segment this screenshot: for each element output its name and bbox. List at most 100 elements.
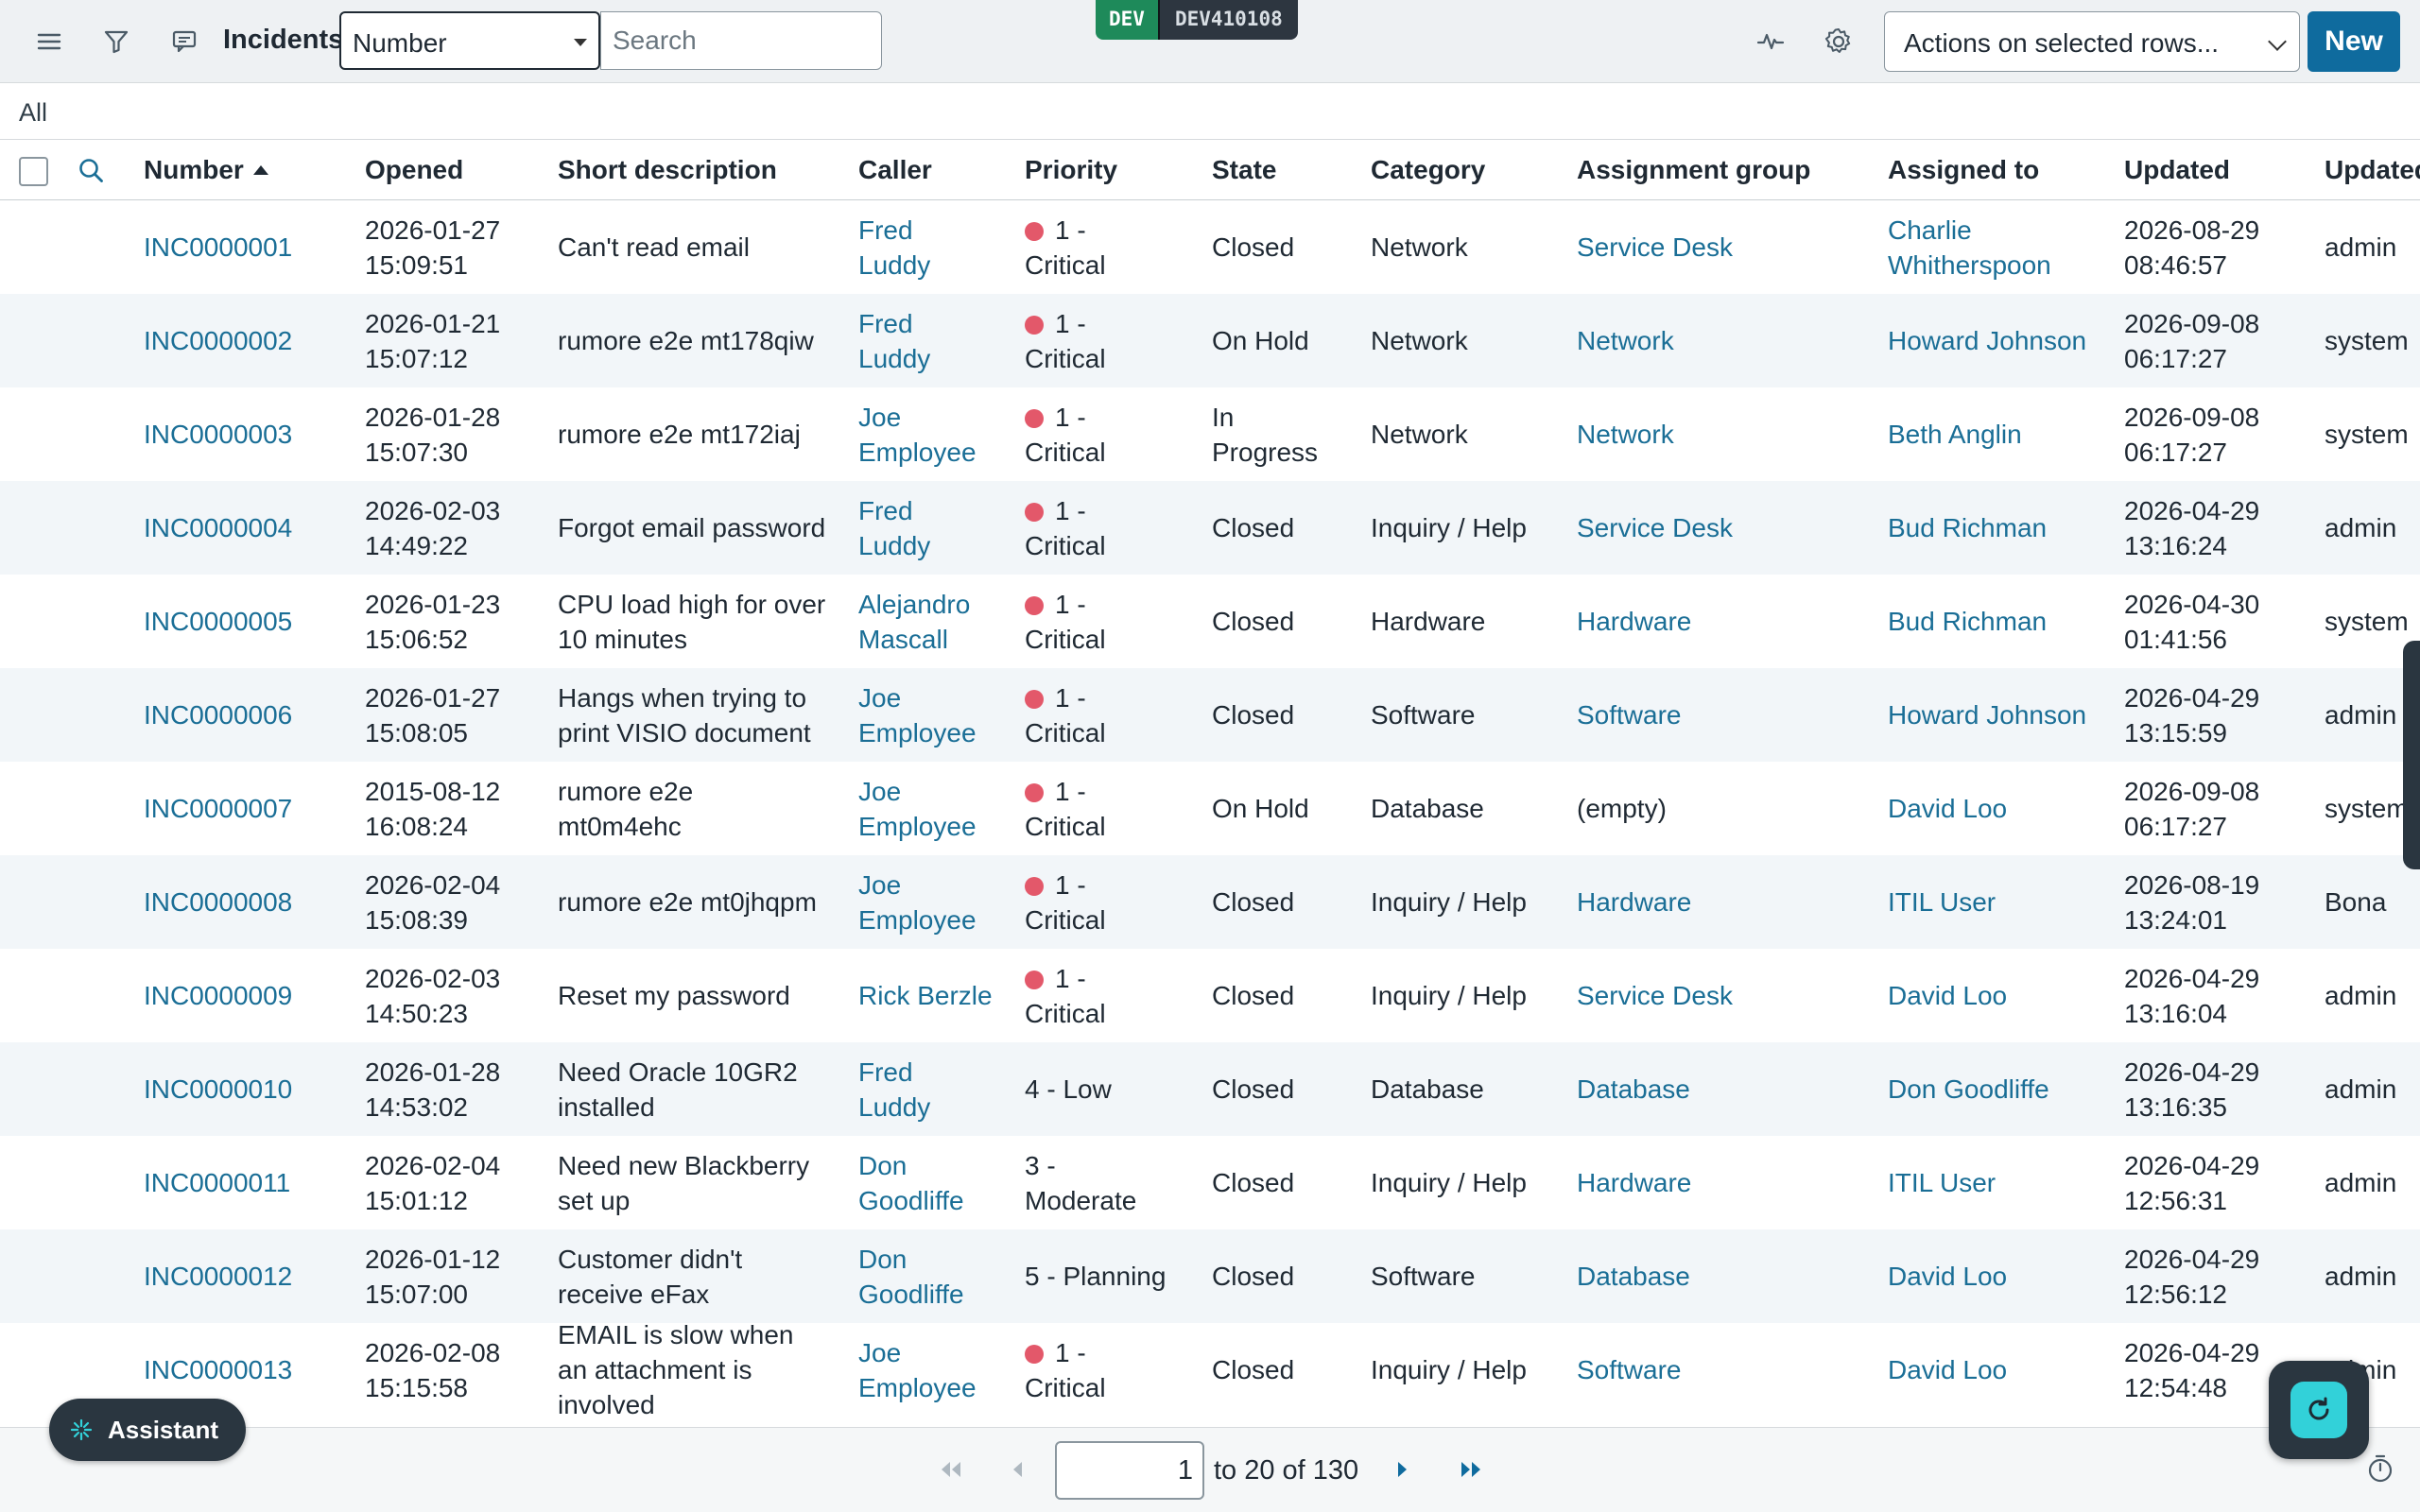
menu-icon[interactable] [30,23,68,60]
column-header-caller[interactable]: Caller [858,155,932,184]
cell-assigned-to[interactable]: David Loo [1888,1229,2007,1323]
cell-assigned-to[interactable]: ITIL User [1888,1136,1996,1229]
column-header-priority[interactable]: Priority [1025,155,1118,184]
cell-assigned-to[interactable]: Bud Richman [1888,481,2047,575]
select-all-checkbox[interactable] [19,157,48,186]
table-row[interactable]: INC0000002 2026-01-21 15:07:12 rumore e2e m… [0,294,2420,387]
cell-assignment-group[interactable]: Service Desk [1577,200,1733,294]
cell-number[interactable]: INC0000001 [144,200,292,294]
cell-assigned-to[interactable]: Howard Johnson [1888,668,2086,762]
cell-number[interactable]: INC0000003 [144,387,292,481]
table-row[interactable]: INC0000003 2026-01-28 15:07:30 rumore e2e m… [0,387,2420,481]
cell-assigned-to[interactable]: ITIL User [1888,855,1996,949]
cell-assigned-to[interactable]: David Loo [1888,1323,2007,1417]
cell-assignment-group[interactable]: Service Desk [1577,949,1733,1042]
assistant-button[interactable]: Assistant [49,1399,246,1461]
cell-assigned-to[interactable]: David Loo [1888,949,2007,1042]
cell-caller[interactable]: Joe Employee [858,855,977,949]
cell-number[interactable]: INC0000004 [144,481,292,575]
actions-on-selected-select[interactable]: Actions on selected rows... [1884,11,2300,72]
column-header-opened[interactable]: Opened [365,155,464,184]
cell-assignment-group[interactable]: Service Desk [1577,481,1733,575]
cell-number[interactable]: INC0000010 [144,1042,292,1136]
cell-caller[interactable]: Fred Luddy [858,294,930,387]
cell-assignment-group[interactable]: Hardware [1577,575,1691,668]
filter-icon[interactable] [97,23,135,60]
search-input[interactable] [600,11,882,70]
cell-assignment-group[interactable]: Software [1577,1323,1682,1417]
cell-priority-text: Moderate [1025,1185,1137,1215]
cell-caller[interactable]: Don Goodliffe [858,1136,964,1229]
table-row[interactable]: INC0000008 2026-02-04 15:08:39 rumore e2e m… [0,855,2420,949]
cell-caller[interactable]: Joe Employee [858,762,977,855]
cell-caller[interactable]: Fred Luddy [858,481,930,575]
comment-icon[interactable] [165,23,203,60]
cell-assignment-group[interactable]: Hardware [1577,855,1691,949]
cell-number[interactable]: INC0000006 [144,668,292,762]
cell-assigned-to[interactable]: Howard Johnson [1888,294,2086,387]
table-row[interactable]: INC0000010 2026-01-28 14:53:02 Need Oracle … [0,1042,2420,1136]
table-row[interactable]: INC0000005 2026-01-23 15:06:52 CPU load hig… [0,575,2420,668]
cell-assignment-group[interactable]: Network [1577,294,1674,387]
cell-caller[interactable]: Don Goodliffe [858,1229,964,1323]
cell-assigned-to[interactable]: David Loo [1888,762,2007,855]
first-page-icon[interactable] [936,1452,966,1486]
column-header-updated[interactable]: Updated [2124,155,2230,184]
gear-icon[interactable] [1820,23,1858,60]
cell-category: Inquiry / Help [1371,1323,1527,1417]
table-row[interactable]: INC0000004 2026-02-03 14:49:22 Forgot email… [0,481,2420,575]
table-row[interactable]: INC0000001 2026-01-27 15:09:51 Can't read e… [0,200,2420,294]
cell-number[interactable]: INC0000005 [144,575,292,668]
table-row[interactable]: INC0000013 2026-02-08 15:15:58 EMAIL is slo… [0,1320,2420,1419]
cell-number[interactable]: INC0000012 [144,1229,292,1323]
cell-number-text: INC0000009 [144,981,293,1010]
cell-number[interactable]: INC0000008 [144,855,292,949]
column-header-short-description[interactable]: Short description [558,155,777,184]
search-field-select[interactable]: Number [339,11,600,70]
cell-assignment-group[interactable]: Network [1577,387,1674,481]
table-row[interactable]: INC0000011 2026-02-04 15:01:12 Need new Bla… [0,1136,2420,1229]
column-search-icon[interactable] [76,155,108,187]
column-header-updated-by[interactable]: Updated [2325,155,2420,184]
cell-caller[interactable]: Joe Employee [858,1323,977,1417]
column-header-assigned-to[interactable]: Assigned to [1888,155,2040,184]
cell-assignment-group[interactable]: Database [1577,1042,1690,1136]
cell-assigned-to[interactable]: Charlie Whitherspoon [1888,200,2051,294]
cell-assignment-group[interactable]: Hardware [1577,1136,1691,1229]
column-header-number[interactable]: Number [144,155,268,185]
cell-caller[interactable]: Joe Employee [858,387,977,481]
table-row[interactable]: INC0000012 2026-01-12 15:07:00 Customer did… [0,1229,2420,1323]
column-header-assignment-group[interactable]: Assignment group [1577,155,1811,184]
cell-caller[interactable]: Fred Luddy [858,200,930,294]
table-row[interactable]: INC0000006 2026-01-27 15:08:05 Hangs when t… [0,668,2420,762]
column-header-state[interactable]: State [1212,155,1277,184]
cell-number[interactable]: INC0000009 [144,949,292,1042]
breadcrumb-all[interactable]: All [19,98,48,127]
cell-assignment-group[interactable]: Software [1577,668,1682,762]
cell-caller-text: Fred [858,495,913,525]
cell-assigned-to[interactable]: Bud Richman [1888,575,2047,668]
column-header-category[interactable]: Category [1371,155,1486,184]
activity-icon[interactable] [1752,23,1789,60]
cell-caller[interactable]: Rick Berzle [858,949,993,1042]
cell-number[interactable]: INC0000007 [144,762,292,855]
previous-page-icon[interactable] [1008,1452,1027,1486]
cell-number[interactable]: INC0000013 [144,1323,292,1417]
timer-icon[interactable] [2365,1453,2395,1484]
cell-caller[interactable]: Joe Employee [858,668,977,762]
next-page-icon[interactable] [1393,1452,1412,1486]
new-button[interactable]: New [2308,11,2400,72]
refresh-button[interactable] [2269,1361,2369,1459]
table-row[interactable]: INC0000007 2015-08-12 16:08:24 rumore e2e mt… [0,762,2420,855]
cell-assigned-to[interactable]: Beth Anglin [1888,387,2022,481]
page-number-input[interactable] [1055,1441,1204,1500]
cell-assignment-group[interactable]: Database [1577,1229,1690,1323]
cell-number[interactable]: INC0000011 [144,1136,290,1229]
last-page-icon[interactable] [1456,1452,1486,1486]
cell-number[interactable]: INC0000002 [144,294,292,387]
table-row[interactable]: INC0000009 2026-02-03 14:50:23 Reset my pas… [0,949,2420,1042]
cell-caller[interactable]: Alejandro Mascall [858,575,970,668]
cell-caller[interactable]: Fred Luddy [858,1042,930,1136]
side-panel-handle[interactable] [2403,641,2420,869]
cell-assigned-to[interactable]: Don Goodliffe [1888,1042,2049,1136]
